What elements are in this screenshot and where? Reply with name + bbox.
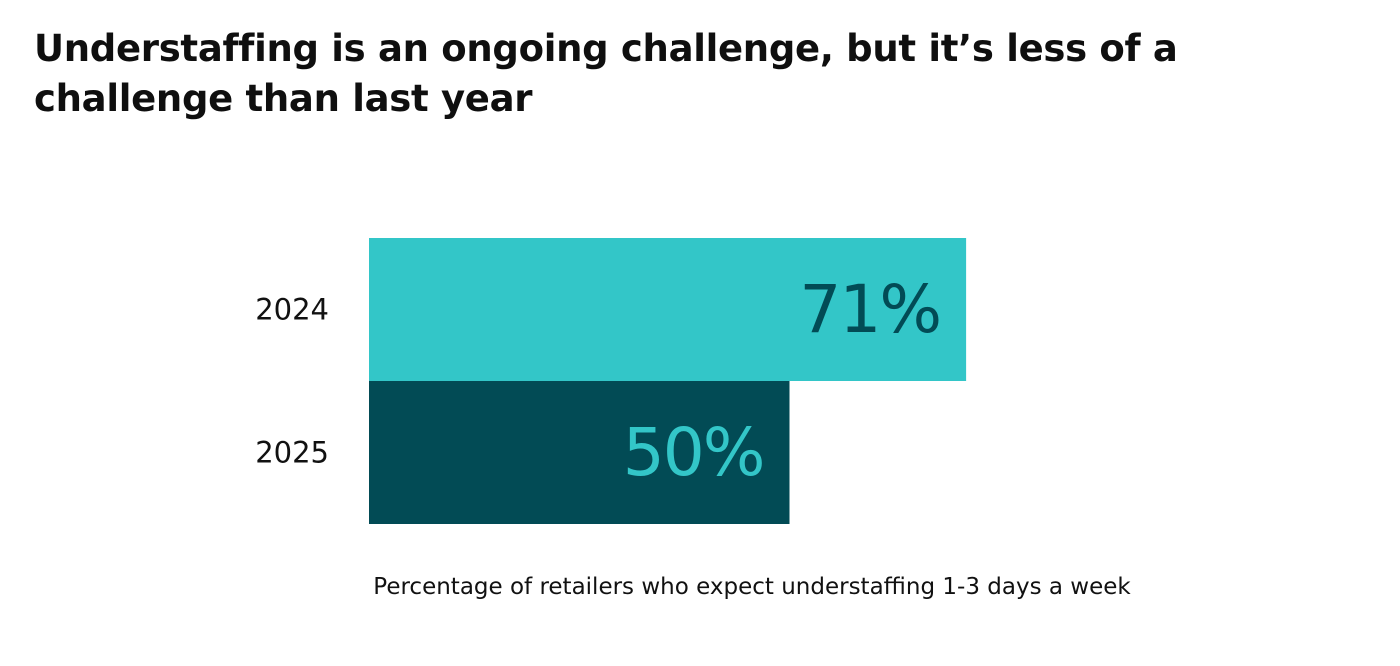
category-label-2024: 2024 (255, 293, 329, 327)
category-label-2025: 2025 (255, 436, 329, 470)
chart-title: Understaffing is an ongoing challenge, b… (34, 27, 1178, 120)
bar-2024 (369, 238, 967, 381)
bar-2025 (369, 381, 790, 524)
value-label-2024: 71% (799, 271, 940, 348)
chart-caption: Percentage of retailers who expect under… (373, 574, 1131, 600)
value-label-2025: 50% (623, 414, 764, 491)
